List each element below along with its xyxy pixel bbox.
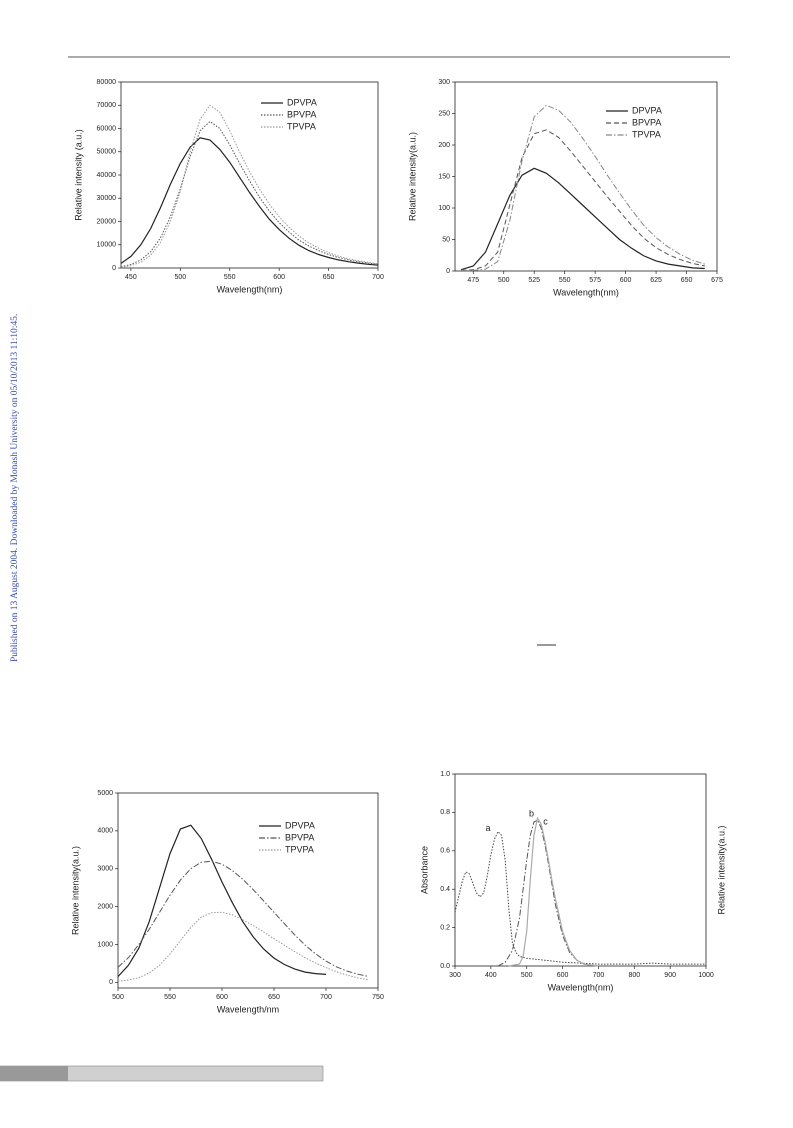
x-tick-label: 550 <box>559 277 571 284</box>
plot-frame <box>454 773 707 967</box>
x-tick-label: 500 <box>521 972 533 979</box>
series-line <box>120 137 379 266</box>
x-axis-label: Wavelength/nm <box>217 1004 279 1014</box>
plot-frame <box>454 81 718 272</box>
y-tick-label: 40000 <box>97 172 117 179</box>
series-line <box>117 911 368 982</box>
y-tick-label: 80000 <box>97 79 117 86</box>
x-axis-label: Wavelength(nm) <box>548 982 614 992</box>
x-tick-label: 600 <box>216 994 228 1001</box>
x-tick-label: 650 <box>268 994 280 1001</box>
x-tick-label: 600 <box>620 277 632 284</box>
y-tick-label: 4000 <box>97 828 113 835</box>
legend-label: DPVPA <box>287 97 317 107</box>
y-tick-label: 1000 <box>97 941 113 948</box>
footer-bar <box>0 1065 324 1082</box>
y-tick-label: 2000 <box>97 903 113 910</box>
x-axis-label: Wavelength(nm) <box>553 287 619 297</box>
legend-label: TPVPA <box>632 129 661 139</box>
series-line <box>460 167 705 271</box>
x-tick-label: 700 <box>372 274 384 281</box>
y-tick-label: 0 <box>109 979 113 986</box>
x-tick-label: 600 <box>557 972 569 979</box>
y-tick-label: 0 <box>112 265 116 272</box>
x-tick-label: 550 <box>164 994 176 1001</box>
legend-label: BPVPA <box>287 109 316 119</box>
plot-frame <box>120 81 379 269</box>
curve-label: c <box>543 817 548 827</box>
y-axis-label: Relative intensity (a.u.) <box>73 129 83 221</box>
x-tick-label: 650 <box>681 277 693 284</box>
x-tick-label: 900 <box>664 972 676 979</box>
y-tick-label: 3000 <box>97 866 113 873</box>
y-tick-label: 200 <box>438 142 450 149</box>
x-tick-label: 600 <box>273 274 285 281</box>
x-tick-label: 800 <box>628 972 640 979</box>
y-axis-label: Relative intensity(a.u.) <box>407 132 417 221</box>
x-tick-label: 575 <box>589 277 601 284</box>
y-tick-label: 0.6 <box>440 848 450 855</box>
legend-label: TPVPA <box>285 844 314 854</box>
x-tick-label: 750 <box>372 994 384 1001</box>
x-tick-label: 700 <box>593 972 605 979</box>
x-axis-label: Wavelength(nm) <box>217 284 283 294</box>
y-tick-label: 250 <box>438 110 450 117</box>
x-tick-label: 475 <box>467 277 479 284</box>
y-axis-label: Relative intensity(a.u.) <box>70 846 80 935</box>
curve-label: a <box>486 823 491 833</box>
y-tick-label: 10000 <box>97 242 117 249</box>
legend-label: BPVPA <box>285 832 314 842</box>
y-tick-label: 20000 <box>97 218 117 225</box>
x-tick-label: 500 <box>498 277 510 284</box>
x-tick-label: 300 <box>449 972 461 979</box>
y-tick-label: 60000 <box>97 125 117 132</box>
legend-label: DPVPA <box>285 820 315 830</box>
legend-label: DPVPA <box>632 105 662 115</box>
series-line <box>120 104 379 268</box>
x-tick-label: 400 <box>485 972 497 979</box>
y-tick-label: 0 <box>446 268 450 275</box>
x-tick-label: 675 <box>711 277 723 284</box>
series-line <box>508 816 599 967</box>
y-tick-label: 0.8 <box>440 809 450 816</box>
curve-label: b <box>529 808 534 818</box>
legend-label: BPVPA <box>632 117 661 127</box>
y-tick-label: 70000 <box>97 102 117 109</box>
y-tick-label: 5000 <box>97 790 113 797</box>
x-tick-label: 525 <box>528 277 540 284</box>
x-tick-label: 700 <box>320 994 332 1001</box>
y-tick-label: 300 <box>438 79 450 86</box>
x-tick-label: 500 <box>174 274 186 281</box>
series-line <box>497 819 599 967</box>
y-tick-label: 1.0 <box>440 771 450 778</box>
series-line <box>461 129 705 271</box>
footer-bar-dark <box>0 1066 68 1081</box>
series-line <box>120 120 379 268</box>
x-tick-label: 450 <box>125 274 137 281</box>
plot-frame <box>117 792 379 989</box>
y-tick-label: 100 <box>438 205 450 212</box>
y-tick-label: 50000 <box>97 149 117 156</box>
watermark: Published on 13 August 2004. Downloaded … <box>10 314 20 662</box>
legend-label: TPVPA <box>287 121 316 131</box>
y2-axis-label: Relative intensity(a.u.) <box>716 825 726 914</box>
y-tick-label: 0.2 <box>440 924 450 931</box>
x-tick-label: 625 <box>650 277 662 284</box>
y-tick-label: 0.4 <box>440 886 450 893</box>
series-line <box>117 860 368 977</box>
series-line <box>454 830 706 965</box>
series-line <box>117 824 327 978</box>
x-tick-label: 550 <box>224 274 236 281</box>
y-tick-label: 150 <box>438 173 450 180</box>
x-tick-label: 1000 <box>698 972 714 979</box>
y-axis-label: Absorbance <box>419 846 429 894</box>
y-tick-label: 30000 <box>97 195 117 202</box>
series-line <box>461 104 705 271</box>
x-tick-label: 650 <box>323 274 335 281</box>
y-tick-label: 0.0 <box>440 963 450 970</box>
x-tick-label: 500 <box>112 994 124 1001</box>
y-tick-label: 50 <box>442 236 450 243</box>
